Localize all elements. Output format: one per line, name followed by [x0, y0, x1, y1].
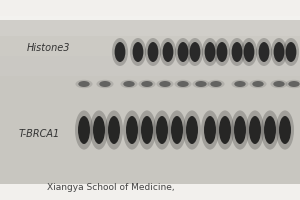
Ellipse shape	[234, 116, 246, 144]
Ellipse shape	[241, 38, 257, 66]
Ellipse shape	[156, 116, 168, 144]
Ellipse shape	[264, 116, 276, 144]
Ellipse shape	[288, 81, 300, 87]
FancyBboxPatch shape	[0, 56, 300, 76]
Ellipse shape	[232, 42, 242, 62]
Ellipse shape	[183, 110, 201, 150]
Ellipse shape	[229, 38, 245, 66]
Ellipse shape	[250, 80, 267, 88]
Ellipse shape	[141, 116, 153, 144]
Ellipse shape	[274, 42, 284, 62]
Ellipse shape	[78, 116, 90, 144]
Ellipse shape	[231, 110, 249, 150]
Ellipse shape	[208, 80, 224, 88]
Ellipse shape	[249, 116, 261, 144]
Ellipse shape	[252, 81, 264, 87]
Ellipse shape	[153, 110, 171, 150]
Ellipse shape	[123, 110, 141, 150]
Ellipse shape	[204, 116, 216, 144]
Ellipse shape	[112, 38, 128, 66]
Ellipse shape	[160, 38, 176, 66]
Ellipse shape	[232, 80, 249, 88]
Text: Histone3: Histone3	[26, 43, 70, 53]
Ellipse shape	[175, 80, 192, 88]
Ellipse shape	[214, 38, 230, 66]
Ellipse shape	[138, 80, 156, 88]
Ellipse shape	[141, 81, 153, 87]
Ellipse shape	[202, 38, 218, 66]
Ellipse shape	[216, 110, 234, 150]
Ellipse shape	[120, 80, 138, 88]
Ellipse shape	[186, 116, 198, 144]
Ellipse shape	[163, 42, 173, 62]
Ellipse shape	[123, 81, 135, 87]
Ellipse shape	[193, 80, 210, 88]
Ellipse shape	[276, 110, 294, 150]
Ellipse shape	[256, 38, 272, 66]
Ellipse shape	[286, 42, 296, 62]
Ellipse shape	[130, 38, 146, 66]
Ellipse shape	[175, 38, 191, 66]
Ellipse shape	[279, 116, 291, 144]
Text: Xiangya School of Medicine,: Xiangya School of Medicine,	[47, 183, 175, 192]
Ellipse shape	[286, 80, 300, 88]
Ellipse shape	[271, 38, 287, 66]
Ellipse shape	[78, 81, 90, 87]
Ellipse shape	[187, 38, 203, 66]
Ellipse shape	[234, 81, 246, 87]
Ellipse shape	[115, 42, 125, 62]
Ellipse shape	[90, 110, 108, 150]
Ellipse shape	[177, 81, 189, 87]
Ellipse shape	[126, 116, 138, 144]
Ellipse shape	[259, 42, 269, 62]
Ellipse shape	[217, 42, 227, 62]
Ellipse shape	[108, 116, 120, 144]
Ellipse shape	[93, 116, 105, 144]
Ellipse shape	[210, 81, 222, 87]
Ellipse shape	[99, 81, 111, 87]
Ellipse shape	[205, 42, 215, 62]
Ellipse shape	[76, 80, 93, 88]
Ellipse shape	[190, 42, 200, 62]
FancyBboxPatch shape	[0, 16, 300, 36]
Ellipse shape	[157, 80, 174, 88]
Ellipse shape	[178, 42, 188, 62]
Ellipse shape	[201, 110, 219, 150]
Text: T-BRCA1: T-BRCA1	[18, 129, 60, 139]
FancyBboxPatch shape	[0, 36, 300, 56]
Ellipse shape	[171, 116, 183, 144]
Ellipse shape	[97, 80, 113, 88]
Ellipse shape	[244, 42, 254, 62]
Ellipse shape	[246, 110, 264, 150]
FancyBboxPatch shape	[0, 20, 300, 184]
Ellipse shape	[75, 110, 93, 150]
Ellipse shape	[271, 80, 288, 88]
Ellipse shape	[138, 110, 156, 150]
Ellipse shape	[195, 81, 207, 87]
Ellipse shape	[148, 42, 158, 62]
Ellipse shape	[219, 116, 231, 144]
Ellipse shape	[168, 110, 186, 150]
Ellipse shape	[133, 42, 143, 62]
Ellipse shape	[283, 38, 299, 66]
Ellipse shape	[273, 81, 285, 87]
Ellipse shape	[145, 38, 161, 66]
Ellipse shape	[261, 110, 279, 150]
Ellipse shape	[105, 110, 123, 150]
Ellipse shape	[159, 81, 171, 87]
